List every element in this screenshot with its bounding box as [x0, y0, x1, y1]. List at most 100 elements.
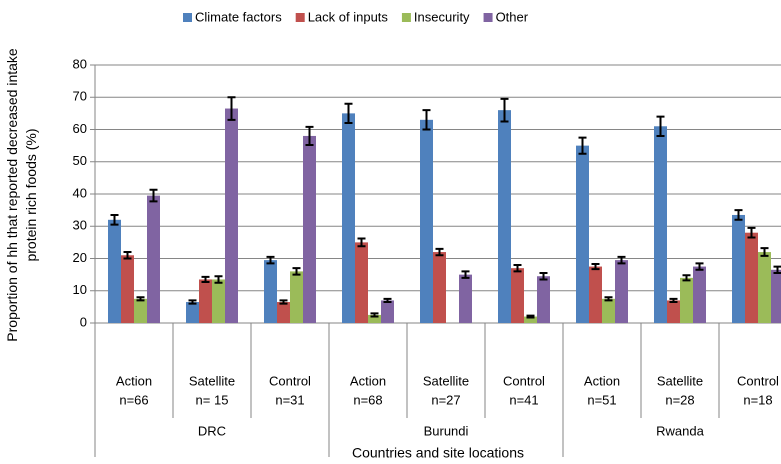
- bar: [745, 232, 758, 323]
- error-bar: [292, 267, 301, 276]
- x-tick-sublabel: n=68: [353, 392, 382, 407]
- bar: [121, 255, 134, 323]
- x-tick-sublabel: n=31: [275, 392, 304, 407]
- bar: [368, 314, 381, 323]
- error-bar: [500, 97, 509, 123]
- error-bar: [214, 275, 223, 284]
- bar: [537, 276, 550, 323]
- bar: [355, 242, 368, 323]
- legend-label: Climate factors: [195, 9, 282, 24]
- x-tick-sublabel: n=66: [119, 392, 148, 407]
- group-label: Burundi: [424, 423, 469, 438]
- bar: [199, 279, 212, 323]
- error-bar: [110, 213, 119, 226]
- error-bar: [617, 255, 626, 265]
- bar: [264, 260, 277, 323]
- error-bar: [578, 136, 587, 155]
- error-bar: [734, 209, 743, 221]
- error-bar: [760, 247, 769, 257]
- error-bar: [188, 299, 197, 305]
- y-tick-label: 50: [73, 153, 87, 168]
- legend-swatch: [295, 13, 305, 22]
- group-label: Rwanda: [656, 423, 704, 438]
- error-bar: [201, 275, 210, 284]
- error-bar: [773, 265, 781, 275]
- bar: [290, 271, 303, 323]
- group-label: DRC: [198, 423, 226, 438]
- x-tick-sublabel: n=27: [431, 392, 460, 407]
- bar: [147, 195, 160, 323]
- x-tick-sublabel: n=51: [587, 392, 616, 407]
- x-tick-label: Control: [737, 373, 779, 388]
- bar: [433, 252, 446, 323]
- bar: [589, 266, 602, 323]
- bar: [602, 298, 615, 323]
- bar: [498, 110, 511, 324]
- error-bar: [747, 226, 756, 239]
- bar: [693, 266, 706, 323]
- bar: [524, 316, 537, 323]
- x-tick-label: Action: [350, 373, 386, 388]
- bar: [732, 214, 745, 323]
- legend-label: Lack of inputs: [308, 9, 389, 24]
- y-tick-label: 40: [73, 185, 87, 200]
- bar: [134, 298, 147, 323]
- bar: [511, 268, 524, 323]
- y-tick-label: 70: [73, 89, 87, 104]
- error-bar: [305, 125, 314, 146]
- y-tick-label: 60: [73, 121, 87, 136]
- error-bar: [461, 270, 470, 279]
- error-bar: [149, 188, 158, 203]
- y-axis-title: Proportion of hh that reported decreased…: [4, 48, 39, 342]
- bar: [225, 108, 238, 323]
- legend-label: Insecurity: [414, 9, 470, 24]
- y-tick-label: 0: [80, 314, 87, 329]
- error-bar: [513, 263, 522, 273]
- error-bar: [227, 96, 236, 121]
- bar: [667, 300, 680, 323]
- legend-swatch: [401, 13, 411, 22]
- y-tick-label: 20: [73, 250, 87, 265]
- y-tick-label: 80: [73, 56, 87, 71]
- bar: [342, 113, 355, 323]
- bar: [108, 219, 121, 323]
- x-tick-label: Satellite: [423, 373, 469, 388]
- error-bar: [604, 296, 613, 302]
- y-tick-label: 10: [73, 282, 87, 297]
- legend-label: Other: [496, 9, 529, 24]
- error-bar: [669, 297, 678, 304]
- x-tick-sublabel: n=41: [509, 392, 538, 407]
- bar: [459, 274, 472, 323]
- bar: [615, 260, 628, 323]
- x-tick-label: Control: [503, 373, 545, 388]
- bar: [277, 302, 290, 323]
- legend-swatch: [183, 13, 192, 22]
- x-tick-label: Satellite: [657, 373, 703, 388]
- bar: [771, 269, 781, 323]
- bar: [576, 145, 589, 323]
- error-bar: [357, 237, 366, 248]
- error-bar: [526, 314, 535, 319]
- bar: [420, 119, 433, 323]
- x-tick-label: Action: [584, 373, 620, 388]
- x-tick-sublabel: n=18: [743, 392, 772, 407]
- error-bar: [279, 299, 288, 305]
- error-bar: [435, 247, 444, 257]
- x-tick-label: Control: [269, 373, 311, 388]
- error-bar: [695, 262, 704, 271]
- bar: [680, 277, 693, 323]
- error-bar: [370, 312, 379, 318]
- error-bar: [383, 297, 392, 304]
- x-tick-sublabel: n=28: [665, 392, 694, 407]
- error-bar: [682, 274, 691, 282]
- bar: [381, 300, 394, 323]
- error-bar: [344, 102, 353, 125]
- error-bar: [539, 272, 548, 281]
- bar: [303, 135, 316, 323]
- x-tick-label: Action: [116, 373, 152, 388]
- x-tick-label: Satellite: [189, 373, 235, 388]
- error-bar: [656, 115, 665, 137]
- error-bar: [266, 255, 275, 265]
- error-bar: [591, 262, 600, 271]
